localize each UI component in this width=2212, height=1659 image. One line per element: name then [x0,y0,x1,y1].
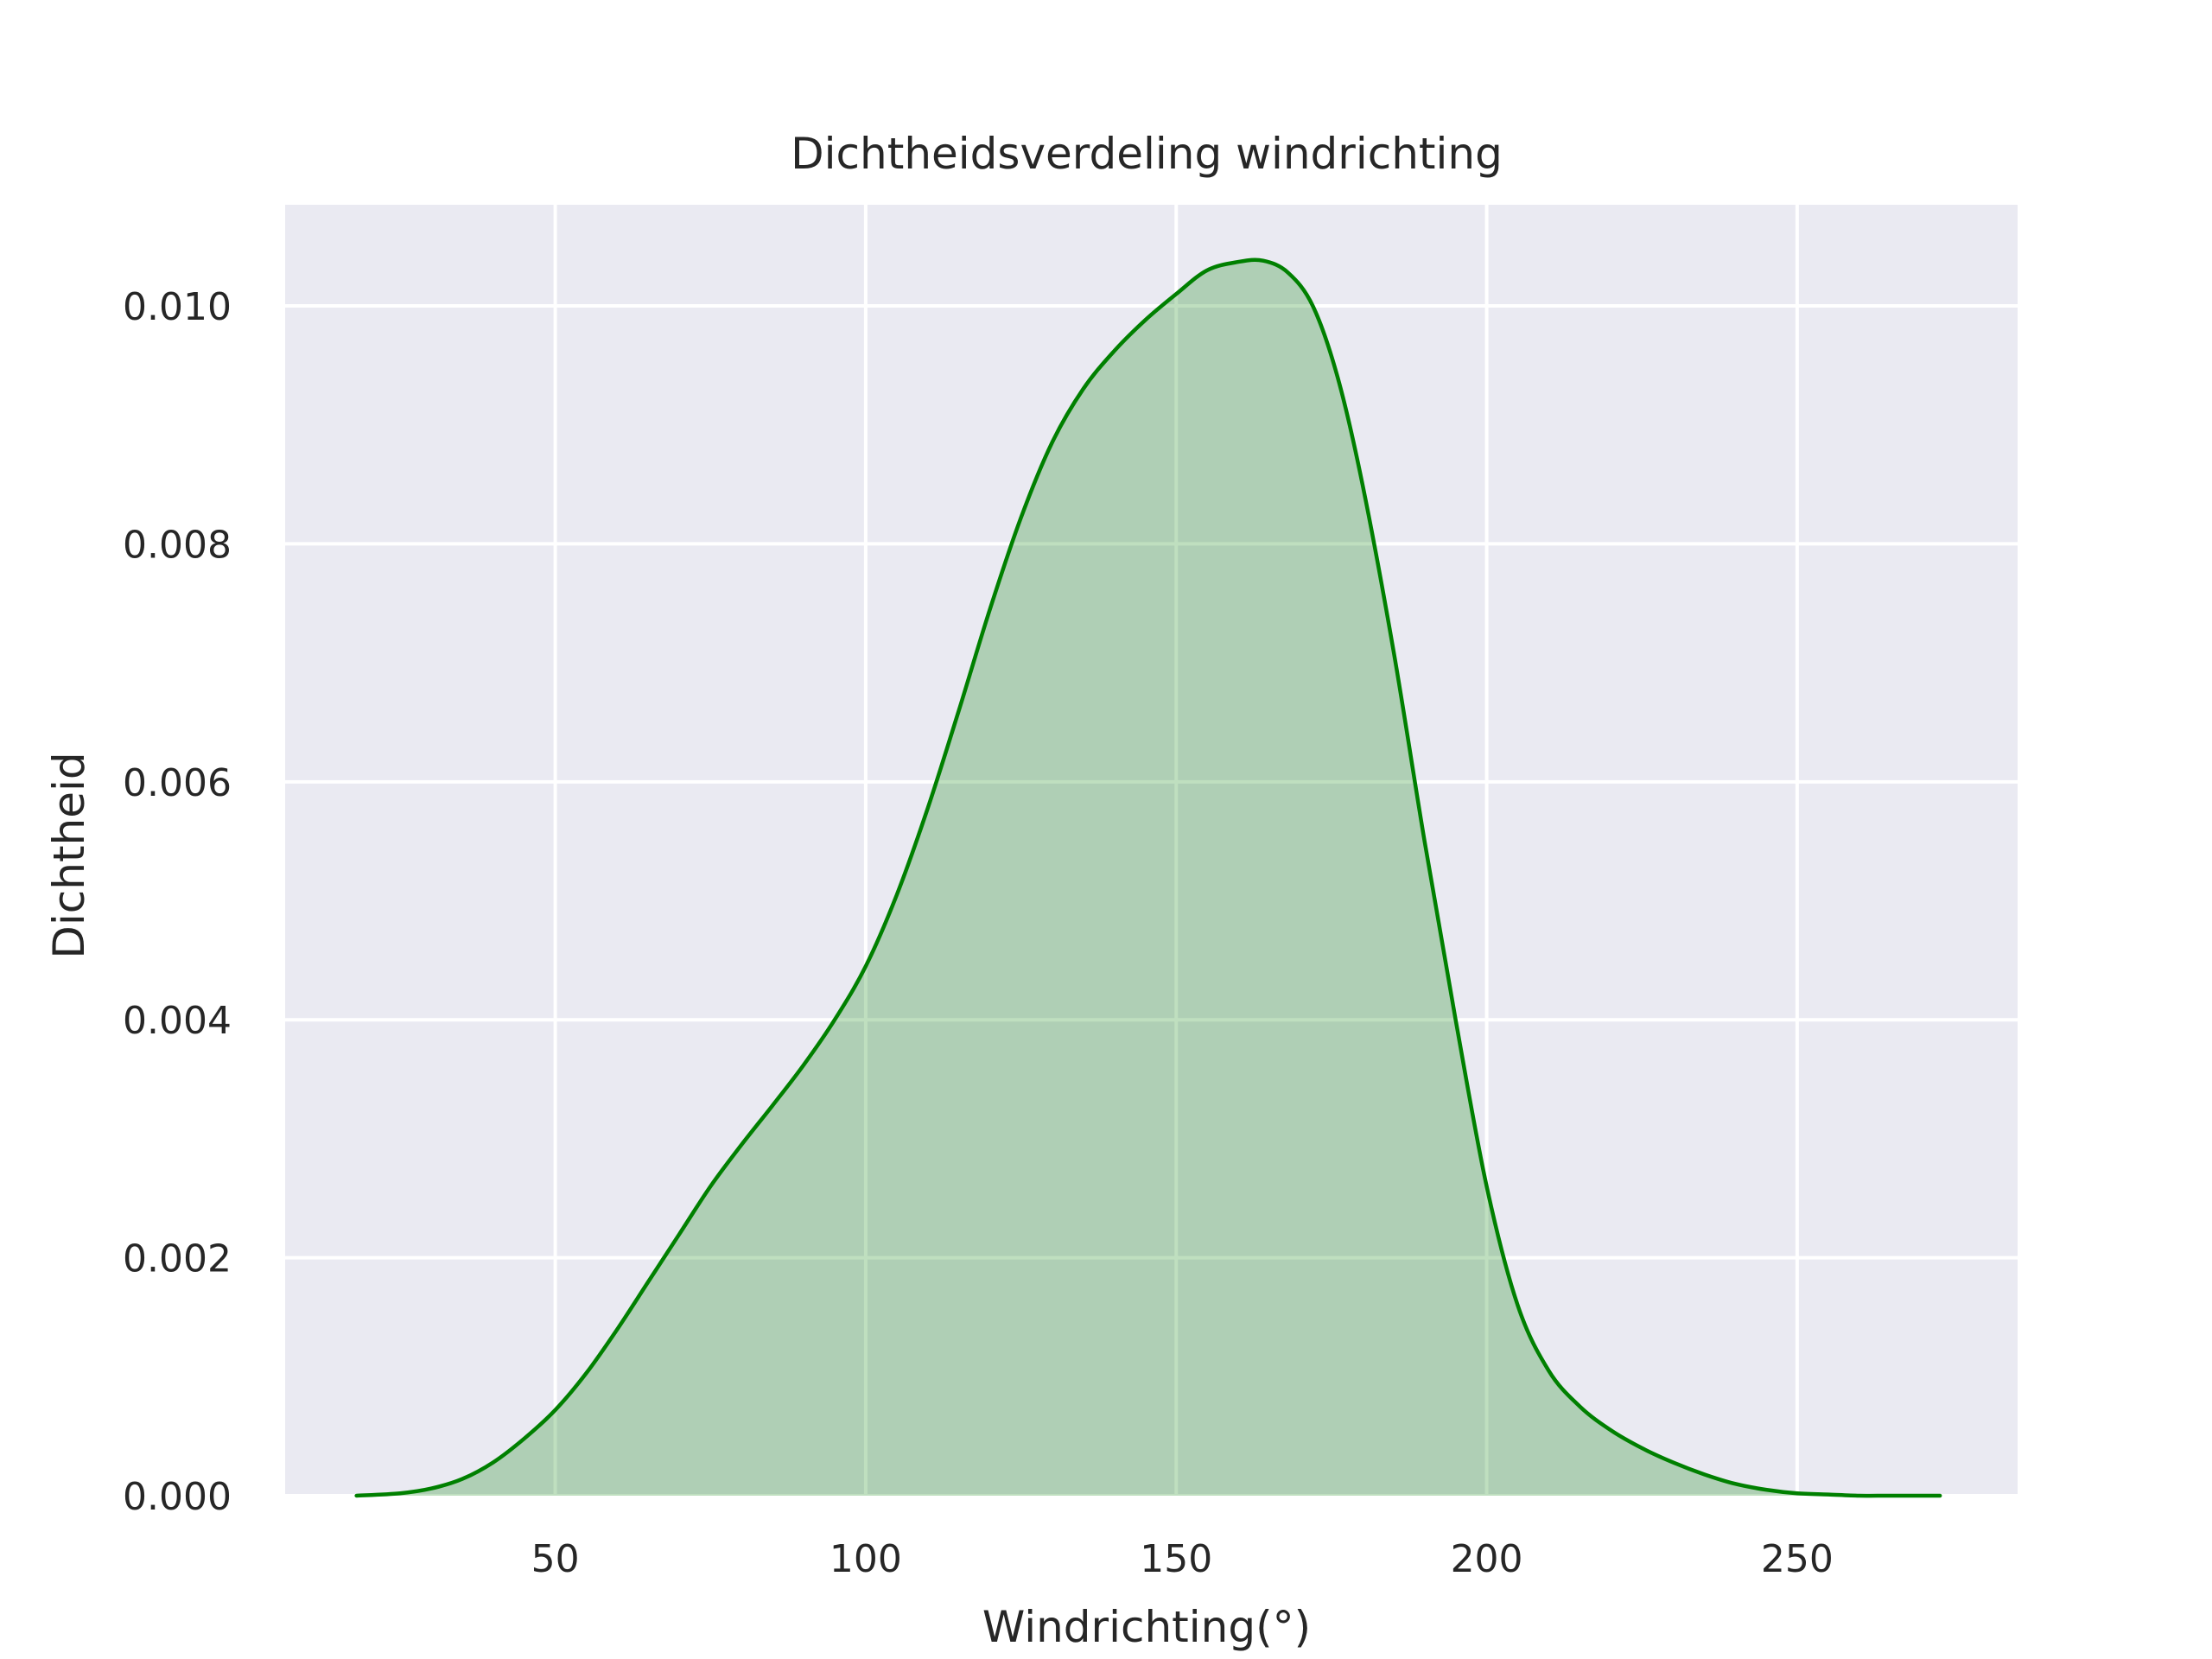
plot-area [285,205,2018,1496]
y-tick-label: 0.008 [123,523,232,567]
density-curve-line [354,257,1942,1498]
y-tick-label: 0.006 [123,761,232,805]
chart-title: Dichtheidsverdeling windrichting [791,129,1503,179]
x-axis-ticks: 50 100 150 200 250 [531,1537,1834,1581]
x-axis-label: Windrichting(°) [982,1602,1311,1652]
grid-lines [285,205,2018,1497]
x-tick-label: 200 [1451,1537,1523,1581]
x-tick-label: 250 [1761,1537,1834,1581]
x-tick-label: 150 [1140,1537,1212,1581]
y-tick-label: 0.010 [123,285,232,329]
y-axis-label: Dichtheid [44,752,94,958]
y-axis-ticks: 0.000 0.002 0.004 0.006 0.008 0.010 [123,285,232,1519]
y-tick-label: 0.002 [123,1237,232,1281]
y-tick-label: 0.000 [123,1475,232,1519]
y-tick-label: 0.004 [123,999,232,1043]
x-tick-label: 50 [531,1537,580,1581]
x-tick-label: 100 [830,1537,902,1581]
density-fill-area [356,259,1941,1497]
